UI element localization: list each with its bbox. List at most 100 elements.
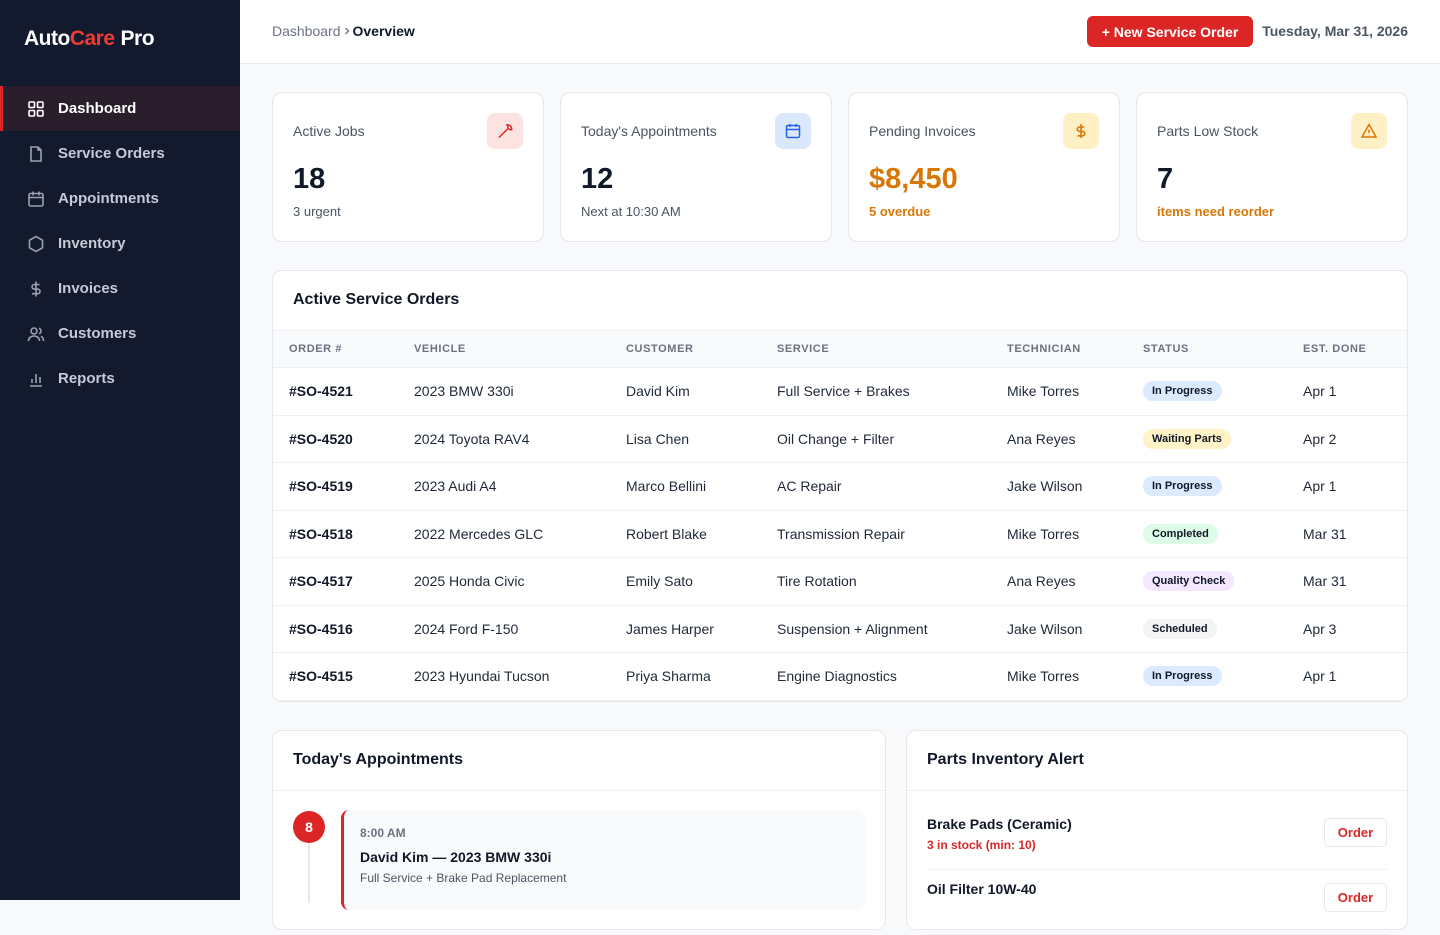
table-cell: 2023 Audi A4 — [414, 478, 497, 495]
nav-label: Service Orders — [58, 145, 165, 162]
part-name: Oil Filter 10W-40 — [927, 881, 1037, 897]
table-header: ORDER # VEHICLE CUSTOMER SERVICE TECHNICIAN S… — [273, 330, 1407, 368]
table-cell: #SO-4519 — [289, 478, 353, 495]
nav-label: Dashboard — [58, 100, 137, 117]
table-body: #SO-4521 2023 BMW 330i David Kim Full Servi… — [273, 368, 1407, 701]
table-cell: Full Service + Brakes — [777, 383, 910, 400]
table-cell: #SO-4515 — [289, 668, 353, 685]
table-cell: Emily Sato — [626, 573, 693, 590]
stat-value: $8,450 — [869, 163, 958, 195]
appointments-card: Today's Appointments 8 8:00 AM David Kim… — [272, 730, 886, 930]
column-header: TECHNICIAN — [1007, 343, 1081, 355]
part-name: Brake Pads (Ceramic) — [927, 816, 1072, 832]
status-cell: Scheduled — [1143, 618, 1303, 639]
nav-label: Reports — [58, 370, 115, 387]
table-row[interactable]: #SO-4517 2025 Honda Civic Emily Sato Tire R… — [273, 558, 1407, 606]
table-row[interactable]: #SO-4520 2024 Toyota RAV4 Lisa Chen Oil Cha… — [273, 416, 1407, 463]
table-cell: Transmission Repair — [777, 525, 905, 542]
table-cell: Mar 31 — [1303, 525, 1347, 542]
status-cell: In Progress — [1143, 381, 1303, 402]
table-cell: Apr 3 — [1303, 620, 1337, 637]
table-cell: Oil Change + Filter — [777, 430, 895, 447]
status-badge: Scheduled — [1143, 618, 1217, 639]
table-cell: Marco Bellini — [626, 478, 707, 495]
table-cell: Ana Reyes — [1007, 573, 1076, 590]
logo[interactable]: AutoCare Pro — [24, 27, 155, 51]
table-cell: David Kim — [626, 383, 690, 400]
table-row[interactable]: #SO-4519 2023 Audi A4 Marco Bellini AC Repa… — [273, 463, 1407, 511]
logo-text: Auto — [24, 27, 70, 50]
chevron — [344, 27, 349, 35]
nav-item[interactable]: Service Orders — [0, 131, 240, 176]
table-cell: Robert Blake — [626, 525, 707, 542]
table-cell: Apr 1 — [1303, 478, 1337, 495]
table-cell: Apr 1 — [1303, 668, 1337, 685]
new-order-button[interactable]: + New Service Order — [1087, 16, 1253, 47]
nav-item[interactable]: Dashboard — [0, 86, 240, 131]
stat-note: 3 urgent — [293, 204, 341, 219]
stat-icon — [1063, 113, 1099, 149]
timeline — [308, 843, 310, 903]
stat-note: items need reorder — [1157, 204, 1275, 219]
part-stock: 3 in stock (min: 10) — [927, 838, 1036, 852]
stat-card: Active Jobs 18 3 urgent — [272, 92, 544, 242]
stat-label: Parts Low Stock — [1157, 123, 1259, 139]
logo-text: Pro — [120, 27, 155, 50]
icon — [28, 235, 44, 252]
table-row[interactable]: #SO-4516 2024 Ford F-150 James Harper Suspe… — [273, 606, 1407, 653]
icon — [31, 281, 41, 296]
nav-item[interactable]: Customers — [0, 311, 240, 356]
stat-label: Pending Invoices — [869, 123, 976, 139]
appointment-time: 8:00 AM — [360, 826, 406, 840]
table-cell: #SO-4518 — [289, 525, 353, 542]
table-cell: AC Repair — [777, 478, 842, 495]
table-row[interactable]: #SO-4518 2022 Mercedes GLC Robert Blake Tra… — [273, 511, 1407, 558]
status-badge: In Progress — [1143, 666, 1222, 687]
divider — [907, 790, 1407, 791]
table-row[interactable]: #SO-4521 2023 BMW 330i David Kim Full Servi… — [273, 368, 1407, 416]
icon — [28, 191, 44, 207]
table-cell: Engine Diagnostics — [777, 668, 897, 685]
stat-icon — [775, 113, 811, 149]
nav-item[interactable]: Appointments — [0, 176, 240, 221]
order-button[interactable]: Order — [1324, 818, 1387, 847]
table-cell: 2022 Mercedes GLC — [414, 525, 544, 542]
divider — [273, 790, 885, 791]
table-cell: #SO-4517 — [289, 573, 353, 590]
column-header: ORDER # — [289, 343, 343, 355]
stat-label: Today's Appointments — [581, 123, 717, 139]
hour-marker: 8 — [293, 811, 325, 843]
stat-card: Today's Appointments 12 Next at 10:30 AM — [560, 92, 832, 242]
appointment-detail: Full Service + Brake Pad Replacement — [360, 871, 567, 885]
stat-value: 18 — [293, 163, 326, 195]
nav-label: Invoices — [58, 280, 119, 297]
status-badge: In Progress — [1143, 381, 1222, 402]
breadcrumb-item[interactable]: Dashboard — [272, 23, 341, 39]
table-cell: Mar 31 — [1303, 573, 1347, 590]
status-cell: Waiting Parts — [1143, 428, 1303, 449]
card-title: Parts Inventory Alert — [927, 751, 1084, 768]
parts-card: Parts Inventory Alert Brake Pads (Cerami… — [906, 730, 1408, 935]
appointment[interactable]: 8:00 AM David Kim — 2023 BMW 330i Full S… — [341, 810, 865, 910]
stat-label: Active Jobs — [293, 123, 365, 139]
stat-note: 5 overdue — [869, 204, 931, 219]
order-button[interactable]: Order — [1324, 883, 1387, 912]
table-cell: Lisa Chen — [626, 430, 690, 447]
nav-label: Appointments — [58, 190, 159, 207]
nav-item[interactable]: Inventory — [0, 221, 240, 266]
nav-item[interactable]: Invoices — [0, 266, 240, 311]
table-cell: Ana Reyes — [1007, 430, 1076, 447]
sidebar: AutoCare Pro Dashboard Service Orders App… — [0, 0, 240, 900]
stat-value: 12 — [581, 163, 614, 195]
nav-item[interactable]: Reports — [0, 356, 240, 401]
card-title: Active Service Orders — [293, 291, 460, 308]
stat-value: 7 — [1157, 163, 1174, 195]
status-badge: In Progress — [1143, 476, 1222, 497]
table-cell: 2025 Honda Civic — [414, 573, 525, 590]
table-row[interactable]: #SO-4515 2023 Hyundai Tucson Priya Sharma E… — [273, 653, 1407, 701]
status-badge: Quality Check — [1143, 571, 1235, 592]
table-cell: #SO-4520 — [289, 430, 353, 447]
breadcrumb: Dashboard Overview — [272, 23, 415, 39]
logo-accent: Care — [69, 27, 115, 50]
